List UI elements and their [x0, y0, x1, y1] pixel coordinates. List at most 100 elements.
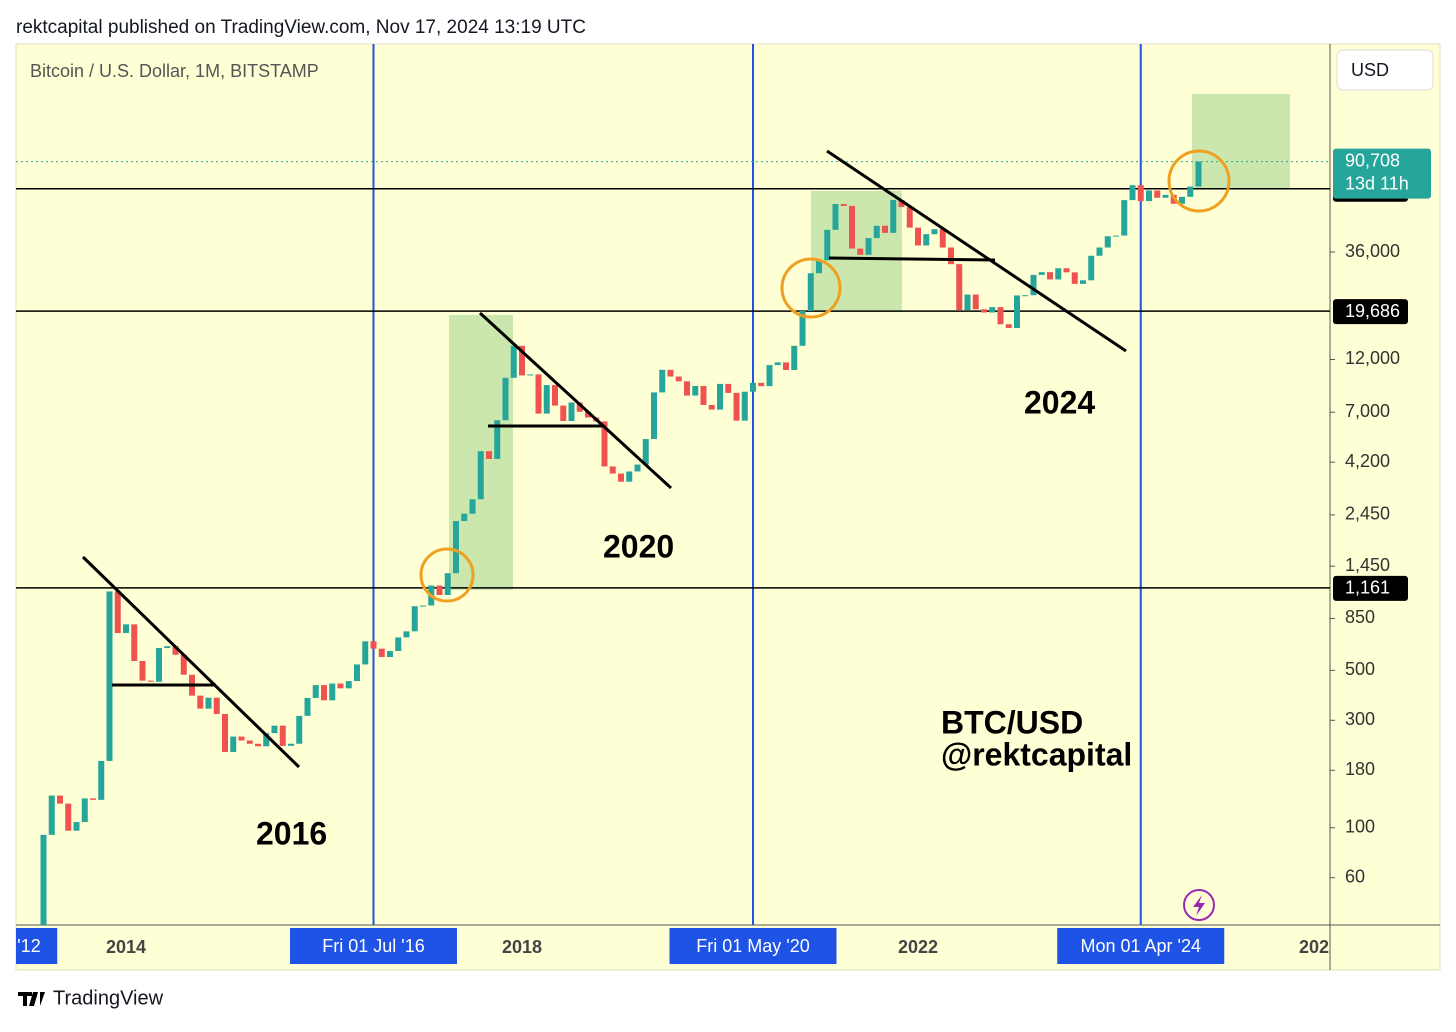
candle-body: [750, 382, 756, 392]
candle-body: [519, 345, 525, 376]
x-tick-highlight: [669, 928, 837, 964]
price-label: 19,686: [1345, 301, 1400, 321]
x-tick-label: Mon 01 Apr '24: [1080, 936, 1201, 956]
range-box: [1192, 94, 1290, 189]
candle-body: [114, 591, 121, 634]
candle-body: [915, 227, 921, 246]
candle-body: [543, 385, 550, 414]
annotation: BTC/USD: [941, 704, 1083, 740]
last-price-countdown: 13d 11h: [1345, 173, 1409, 193]
alert-icon[interactable]: [1183, 889, 1215, 921]
candle-body: [205, 697, 212, 709]
candle-body: [106, 591, 113, 761]
highlight-circle: [419, 547, 475, 603]
trendline: [478, 311, 673, 490]
candle-body: [73, 822, 80, 831]
y-tick-label: 2,450: [1345, 504, 1390, 524]
x-tick-highlight: [290, 928, 457, 964]
candle-body: [403, 631, 410, 638]
candle-body: [502, 377, 509, 421]
candle-body: [1154, 190, 1161, 198]
candle-body: [48, 795, 55, 835]
candle-body: [271, 725, 278, 734]
candle-body: [898, 199, 905, 208]
alert-icon-bolt: [1193, 895, 1205, 916]
brand: TradingView: [53, 987, 164, 1009]
x-tick-label: 2022: [898, 937, 938, 957]
candle-body: [659, 369, 666, 393]
candle-body: [1071, 272, 1078, 284]
y-tick-label: 850: [1345, 607, 1375, 627]
candle-body: [609, 466, 616, 474]
candle-body: [370, 641, 377, 649]
candle-body: [172, 646, 179, 655]
candle-body: [956, 264, 963, 311]
x-tick-label: 2018: [502, 937, 542, 957]
candle-body: [131, 624, 138, 662]
candle-body: [1121, 200, 1128, 236]
candle-body: [255, 743, 261, 747]
candle-body: [222, 713, 228, 752]
candle-body: [279, 725, 286, 746]
currency-button[interactable]: [1336, 49, 1434, 91]
candle-body: [1055, 268, 1062, 280]
candle-body: [684, 381, 690, 396]
candle-body: [964, 294, 971, 311]
candle-body: [1179, 196, 1185, 204]
candle-body: [156, 648, 162, 682]
x-tick-label: 202: [1299, 937, 1329, 957]
x-tick-highlight: [16, 928, 58, 964]
candle-body: [692, 386, 699, 396]
candle-body: [997, 307, 1004, 325]
candle-body: [906, 207, 913, 228]
candle-body: [816, 260, 822, 274]
candle-body: [758, 382, 765, 387]
candle-body: [98, 760, 105, 800]
drawings: [81, 149, 1231, 769]
candle-body: [618, 473, 624, 482]
candle-body: [1187, 186, 1194, 197]
candle-body: [882, 225, 888, 233]
candle-body: [865, 238, 872, 255]
candle-body: [486, 451, 492, 459]
currency-label: USD: [1351, 60, 1389, 80]
candle-body: [552, 385, 558, 406]
x-tick-label: 2014: [106, 937, 146, 957]
candle-body: [378, 648, 385, 658]
candle-body: [477, 451, 484, 500]
price-label-box: [1333, 299, 1408, 325]
annotation: 2016: [256, 815, 327, 851]
candle-body: [246, 740, 253, 744]
y-tick-label: 300: [1345, 709, 1375, 729]
candle-body: [642, 439, 649, 465]
candle-body: [774, 362, 781, 366]
candle-body: [90, 798, 96, 800]
candle-body: [733, 392, 740, 421]
candle-body: [824, 229, 831, 261]
candle-body: [667, 369, 674, 377]
candle-body: [1104, 236, 1111, 248]
candle-body: [395, 637, 402, 652]
candle-body: [510, 345, 517, 378]
last-price-label: 90,708: [1345, 150, 1400, 170]
y-tick-label: 60: [1345, 866, 1365, 886]
candle-body: [741, 391, 748, 421]
candle-body: [1096, 247, 1103, 256]
candle-body: [164, 646, 171, 649]
candle-body: [1038, 272, 1045, 275]
candle-body: [626, 471, 633, 482]
candle-body: [436, 585, 443, 596]
publish-header: rektcapital published on TradingView.com…: [16, 17, 586, 38]
candle-body: [461, 513, 468, 522]
candle-body: [766, 365, 773, 387]
candle-body: [527, 374, 534, 376]
candle-body: [1113, 235, 1119, 237]
candle-body: [288, 743, 294, 746]
x-tick-label: Fri 01 May '20: [696, 936, 809, 956]
candle-body: [849, 205, 855, 249]
candle-body: [923, 234, 930, 246]
candle-body: [832, 204, 839, 230]
y-tick-label: 12,000: [1345, 348, 1400, 368]
candle-body: [139, 661, 146, 681]
y-tick-label: 500: [1345, 659, 1375, 679]
